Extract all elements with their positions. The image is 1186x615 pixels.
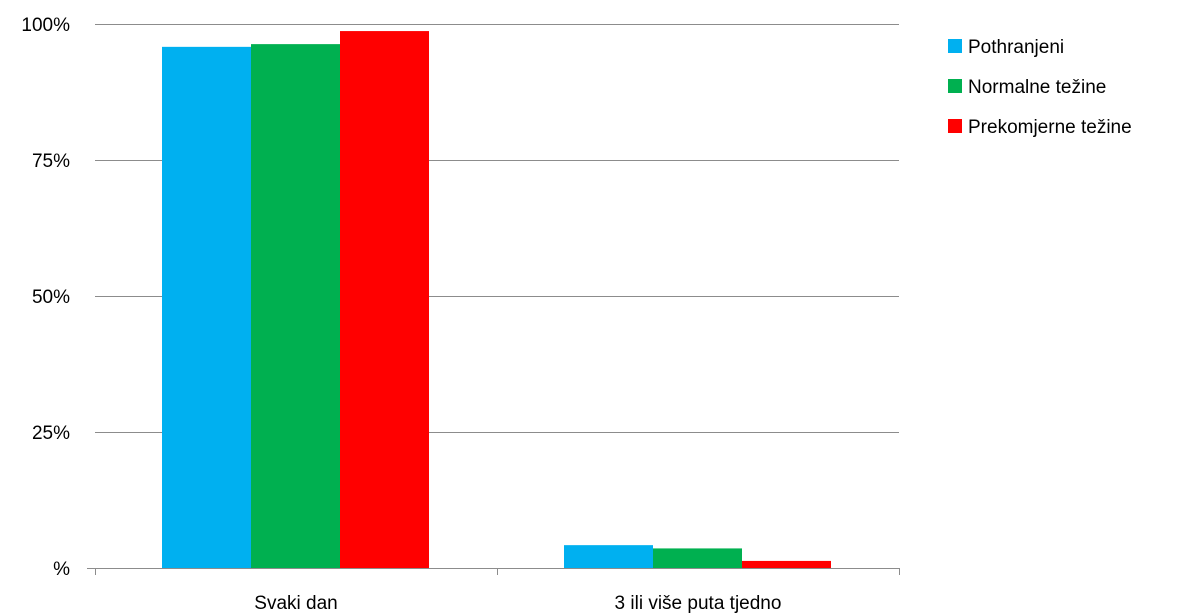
bar	[653, 548, 742, 568]
x-axis-tick-labels: Svaki dan 3 ili više puta tjedno	[254, 593, 781, 614]
legend-item: Prekomjerne težine	[948, 117, 1132, 138]
y-tick-label: 75%	[32, 151, 70, 172]
x-axis	[87, 568, 900, 575]
bar	[162, 47, 251, 568]
bar	[251, 44, 340, 568]
y-tick-label: %	[53, 559, 70, 580]
bar	[742, 561, 831, 568]
legend-label: Pothranjeni	[968, 37, 1064, 58]
bars	[162, 31, 831, 568]
legend-swatch	[948, 39, 962, 53]
x-tick-label: 3 ili više puta tjedno	[615, 593, 782, 614]
bar	[340, 31, 429, 568]
legend: Pothranjeni Normalne težine Prekomjerne te…	[948, 37, 1132, 138]
legend-swatch	[948, 119, 962, 133]
legend-label: Normalne težine	[968, 77, 1106, 98]
legend-item: Normalne težine	[948, 77, 1106, 98]
y-tick-label: 50%	[32, 287, 70, 308]
x-tick-label: Svaki dan	[254, 593, 337, 614]
legend-label: Prekomjerne težine	[968, 117, 1132, 138]
y-tick-label: 25%	[32, 423, 70, 444]
y-tick-label: 100%	[21, 15, 70, 36]
bar	[564, 545, 653, 568]
legend-item: Pothranjeni	[948, 37, 1064, 58]
legend-swatch	[948, 79, 962, 93]
y-axis-tick-labels: % 25% 50% 75% 100%	[21, 15, 70, 580]
